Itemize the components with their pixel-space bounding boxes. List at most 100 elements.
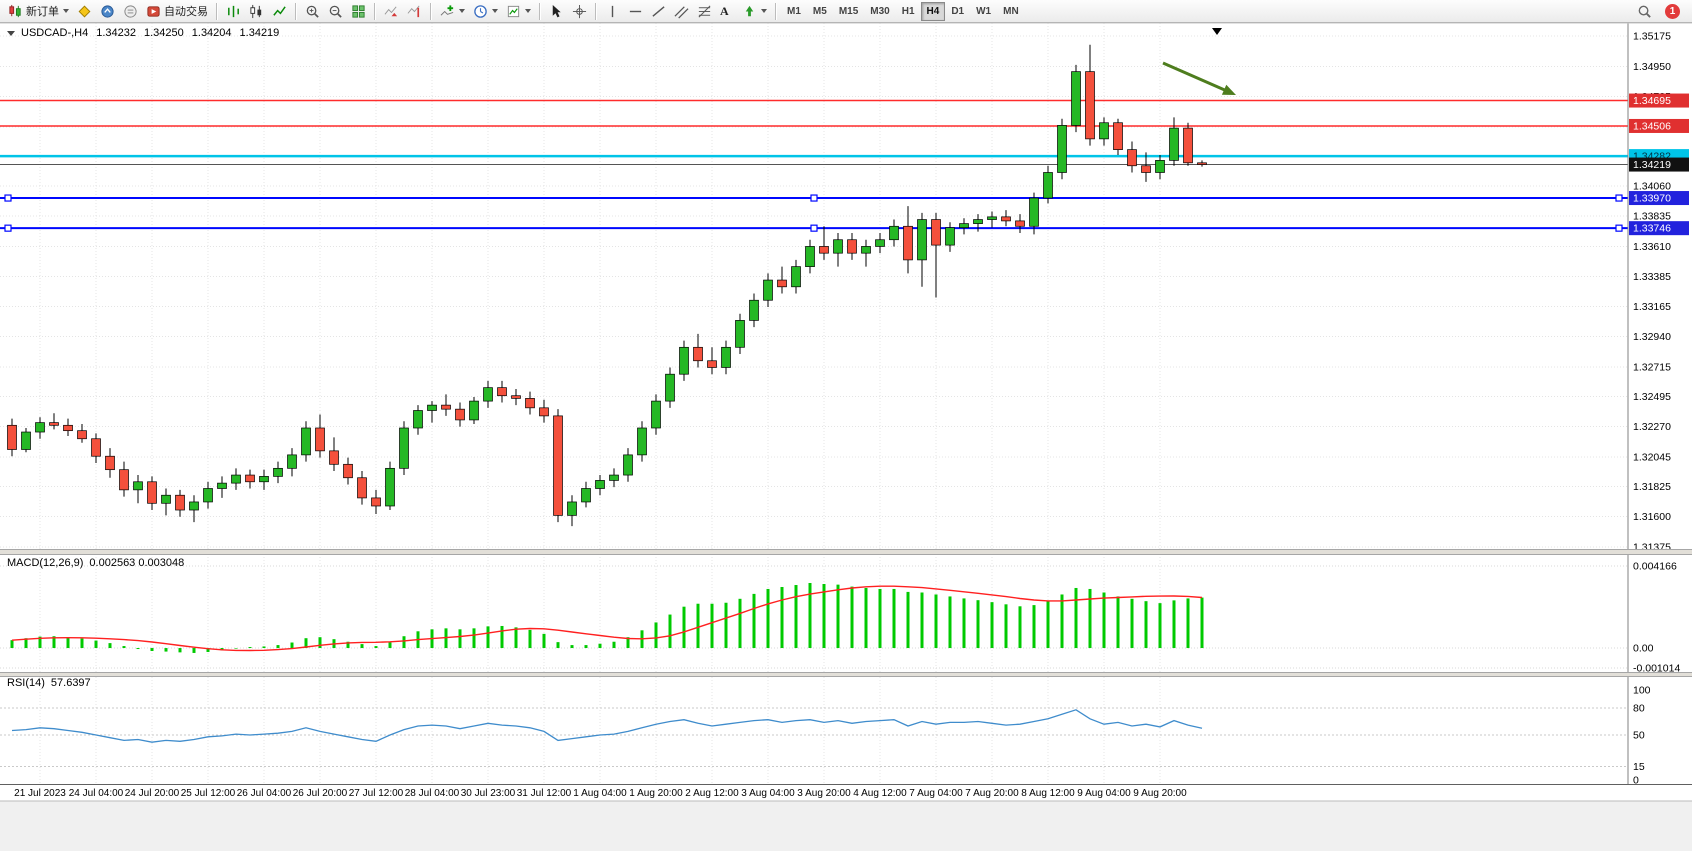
svg-text:-0.001014: -0.001014 — [1633, 663, 1680, 675]
timeframe-h4-button[interactable]: H4 — [920, 1, 946, 21]
arrow-tool-icon — [745, 5, 754, 16]
main-toolbar: 新订单 自动交易 A M1 M5 M15 M30 H1 H4 D1 W1 MN … — [0, 0, 1692, 23]
data-window-icon — [124, 4, 137, 18]
svg-text:0.00: 0.00 — [1633, 643, 1654, 655]
new-order-icon — [9, 4, 21, 17]
chevron-down-icon — [525, 9, 531, 13]
svg-text:1.33970: 1.33970 — [1633, 193, 1671, 205]
rsi-pane[interactable] — [0, 677, 1628, 785]
macd-values: 0.002563 0.003048 — [89, 557, 185, 569]
chart-title: USDCAD-,H4 1.34232 1.34250 1.34204 1.342… — [7, 27, 279, 39]
templates-button[interactable] — [502, 1, 535, 21]
svg-text:1 Aug 04:00: 1 Aug 04:00 — [573, 788, 627, 799]
timeframe-d1-button[interactable]: D1 — [945, 2, 970, 21]
indicators-icon — [440, 4, 454, 16]
search-button[interactable] — [1633, 1, 1656, 21]
chevron-down-icon — [459, 9, 465, 13]
timeframe-h1-button[interactable]: H1 — [896, 2, 921, 21]
data-window-button[interactable] — [119, 1, 142, 21]
svg-text:8 Aug 12:00: 8 Aug 12:00 — [1021, 788, 1075, 799]
svg-text:1.31600: 1.31600 — [1633, 511, 1671, 523]
timeframe-m30-button[interactable]: M30 — [864, 2, 895, 21]
main-chart-pane[interactable] — [0, 23, 1628, 549]
fibonacci-button[interactable] — [693, 1, 716, 21]
arrows-button[interactable] — [738, 1, 771, 21]
svg-text:25 Jul 12:00: 25 Jul 12:00 — [181, 788, 236, 799]
bar-chart-button[interactable] — [222, 1, 245, 21]
timeframe-mn-button[interactable]: MN — [997, 2, 1025, 21]
macd-pane[interactable] — [0, 556, 1628, 672]
indicators-button[interactable] — [436, 1, 469, 21]
svg-text:15: 15 — [1633, 761, 1645, 773]
vertical-line-icon — [611, 5, 614, 17]
svg-text:1.32270: 1.32270 — [1633, 421, 1671, 433]
timeframe-m5-button[interactable]: M5 — [807, 2, 833, 21]
rsi-value: 57.6397 — [50, 677, 91, 689]
svg-text:1.34060: 1.34060 — [1633, 180, 1671, 192]
cursor-icon — [552, 4, 561, 17]
clock-icon — [474, 4, 487, 18]
pane-splitter-rsi[interactable] — [0, 672, 1692, 677]
periods-button[interactable] — [469, 1, 502, 21]
notification-badge[interactable]: 1 — [1665, 3, 1680, 19]
svg-text:1.34950: 1.34950 — [1633, 61, 1671, 73]
ohlc-low: 1.34204 — [191, 27, 232, 39]
fibonacci-icon — [698, 5, 711, 17]
svg-text:1.32495: 1.32495 — [1633, 391, 1671, 403]
chevron-down-icon — [492, 9, 498, 13]
timeframe-m1-button[interactable]: M1 — [781, 2, 807, 21]
timeframe-m15-button[interactable]: M15 — [833, 2, 864, 21]
timeframe-w1-button[interactable]: W1 — [970, 2, 997, 21]
svg-text:27 Jul 12:00: 27 Jul 12:00 — [349, 788, 404, 799]
rsi-indicator-label: RSI(14) 57.6397 — [7, 677, 91, 689]
horizontal-line-button[interactable] — [624, 1, 647, 21]
crosshair-button[interactable] — [568, 1, 591, 21]
svg-text:0: 0 — [1633, 775, 1639, 787]
svg-text:7 Aug 04:00: 7 Aug 04:00 — [909, 788, 963, 799]
svg-text:1.32045: 1.32045 — [1633, 451, 1671, 463]
bar-chart-icon — [228, 5, 239, 17]
time-axis[interactable] — [0, 785, 1692, 802]
new-order-label: 新订单 — [26, 6, 59, 18]
one-click-trading-toggle[interactable] — [7, 30, 15, 36]
svg-text:100: 100 — [1633, 685, 1651, 697]
channel-button[interactable] — [670, 1, 693, 21]
svg-text:1.33835: 1.33835 — [1633, 211, 1671, 223]
market-watch-button[interactable] — [96, 1, 119, 21]
svg-text:1.35175: 1.35175 — [1633, 31, 1671, 43]
trendline-button[interactable] — [647, 1, 670, 21]
template-icon — [507, 5, 520, 17]
zoom-out-button[interactable] — [324, 1, 347, 21]
cursor-button[interactable] — [545, 1, 568, 21]
svg-text:1.33165: 1.33165 — [1633, 301, 1671, 313]
chart-shift-icon — [407, 5, 420, 17]
svg-text:4 Aug 12:00: 4 Aug 12:00 — [853, 788, 907, 799]
svg-text:0.004166: 0.004166 — [1633, 561, 1677, 573]
tile-windows-button[interactable] — [347, 1, 370, 21]
auto-scroll-button[interactable] — [380, 1, 403, 21]
horizontal-line-icon — [629, 10, 642, 12]
svg-text:80: 80 — [1633, 703, 1645, 715]
toolbar-separator — [539, 2, 541, 20]
svg-text:9 Aug 20:00: 9 Aug 20:00 — [1133, 788, 1187, 799]
text-button[interactable]: A — [716, 1, 738, 21]
toolbar-separator — [430, 2, 432, 20]
price-scale[interactable] — [1628, 23, 1692, 785]
search-icon — [1638, 5, 1651, 18]
line-chart-button[interactable] — [268, 1, 291, 21]
svg-text:1.33385: 1.33385 — [1633, 271, 1671, 283]
auto-scroll-icon — [384, 6, 398, 16]
chevron-down-icon — [63, 9, 69, 13]
autotrading-button[interactable]: 自动交易 — [142, 1, 212, 21]
chart-shift-button[interactable] — [403, 1, 426, 21]
svg-text:1.33746: 1.33746 — [1633, 223, 1671, 235]
svg-text:30 Jul 23:00: 30 Jul 23:00 — [461, 788, 516, 799]
new-order-button[interactable]: 新订单 — [4, 1, 73, 21]
zoom-in-button[interactable] — [301, 1, 324, 21]
pane-splitter-macd[interactable] — [0, 549, 1692, 555]
svg-text:50: 50 — [1633, 730, 1645, 742]
vertical-line-button[interactable] — [601, 1, 624, 21]
metaeditor-button[interactable] — [73, 1, 96, 21]
candlestick-chart-button[interactable] — [245, 1, 268, 21]
